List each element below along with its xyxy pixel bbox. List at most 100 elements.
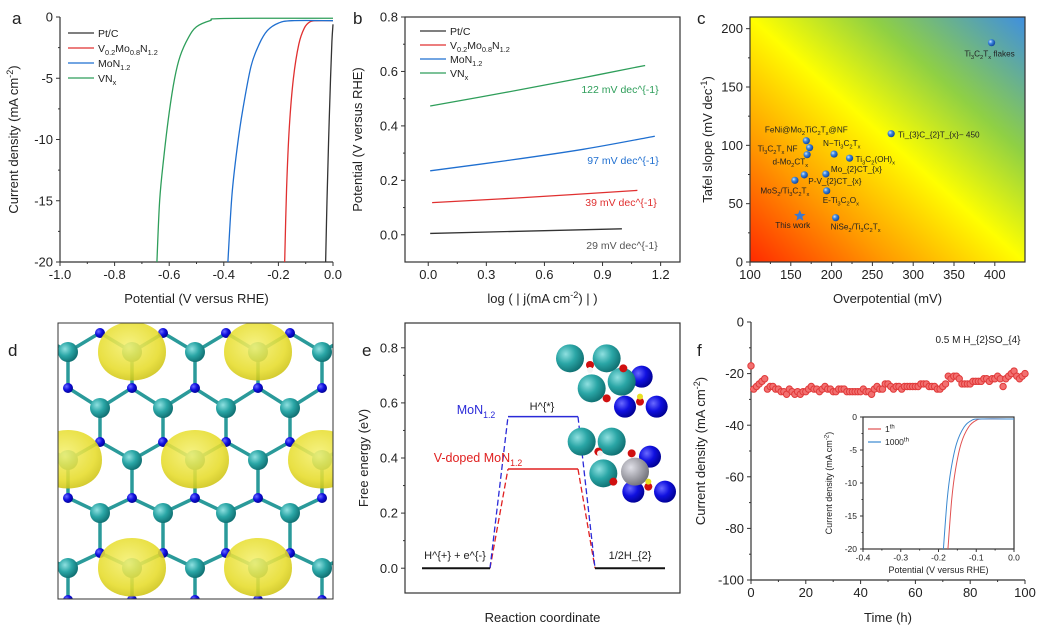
atom	[614, 395, 636, 418]
transition-dashed-line	[577, 416, 596, 569]
charge-density-isosurface	[98, 323, 166, 381]
atom	[597, 450, 603, 457]
x-axis-label: Overpotential (mV)	[833, 291, 942, 306]
y-tick-label: 0	[737, 315, 744, 330]
y-tick-label: 200	[721, 21, 743, 36]
y-axis-label: Current density (mA cm-2)	[692, 377, 708, 525]
axes-f-inset: -0.4 -0.3 -0.2 -0.1 0.0 -20 -15 -10 -5 0 Potential…	[823, 412, 1020, 575]
data-point-label: This work	[775, 221, 811, 230]
tafel-slope-label: 97 mV dec^{-1}	[587, 155, 659, 167]
scatter-group-c: Ti3C2Tx flakes Ti_{3}C_{2}T_{x}− 450 FeNi@…	[758, 39, 1015, 234]
data-point	[999, 382, 1007, 391]
series-line	[430, 228, 622, 235]
y-tick-label: 0	[852, 412, 857, 422]
panel-label-d: d	[8, 341, 17, 360]
x-tick-label: 200	[821, 267, 843, 282]
tafel-slope-label: 122 mV dec^{-1}	[581, 84, 659, 96]
y-tick-label: 0.2	[380, 506, 398, 521]
nitrogen-atom	[190, 595, 200, 599]
y-tick-label: 0	[736, 255, 743, 270]
data-point	[803, 151, 811, 159]
nitrogen-atom	[127, 383, 137, 393]
y-axis-label: Current density (mA cm-2)	[823, 432, 834, 535]
series-line	[942, 418, 1015, 550]
plot-frame	[404, 16, 681, 263]
y-tick-label: 0.4	[380, 451, 398, 466]
atom	[556, 344, 584, 373]
series-label: MoN1.2	[457, 403, 496, 420]
nitrogen-atom	[317, 493, 327, 503]
series-line	[432, 189, 638, 204]
nitrogen-atom	[32, 437, 42, 447]
nitrogen-atom	[348, 548, 358, 558]
data-point	[887, 130, 895, 138]
y-tick-label: 50	[729, 196, 743, 211]
nitrogen-atom	[190, 493, 200, 503]
tafel-slope-label: 39 mV dec^{-1}	[585, 197, 657, 209]
metal-atom	[90, 503, 110, 523]
y-tick-label: 150	[721, 80, 743, 95]
charge-density-isosurface	[98, 538, 166, 597]
x-tick-label: 150	[780, 267, 802, 282]
metal-atom	[153, 503, 173, 523]
nitrogen-atom	[127, 493, 137, 503]
data-point	[823, 187, 831, 195]
legend-label: Pt/C	[98, 28, 119, 40]
legend-label: V0.2Mo0.8N1.2	[98, 43, 158, 57]
x-tick-label: -0.4	[856, 553, 871, 563]
y-axis-label: Free energy (eV)	[356, 409, 371, 507]
x-tick-label: -0.1	[969, 553, 984, 563]
data-point	[832, 214, 840, 222]
data-point	[747, 362, 755, 370]
x-tick-label: 0.0	[1008, 553, 1020, 563]
data-point	[987, 39, 996, 47]
metal-atom	[216, 503, 236, 523]
series-line	[156, 17, 334, 263]
legend-label: MoN1.2	[450, 54, 482, 68]
data-point	[761, 375, 769, 383]
x-tick-label: 300	[902, 267, 924, 282]
panel-label-a: a	[12, 9, 22, 28]
series-group-b: Pt/C 29 mV dec^{-1} V0.2Mo0.8N1.2 39 mV dec…	[420, 26, 659, 252]
atom	[592, 344, 621, 373]
data-point-label: Ti_{3}C_{2}T_{x}− 450	[898, 131, 980, 140]
plot-frame	[749, 16, 1026, 263]
data-point-star	[794, 209, 806, 221]
data-point-label: Ti3C2Tx NF	[758, 145, 798, 156]
atom	[586, 361, 594, 369]
metal-atom	[280, 503, 300, 523]
data-point-label: N−Ti3C2Tx	[823, 139, 861, 150]
data-point-label: Ti3C2(OH)x	[856, 155, 896, 166]
metal-atom	[185, 558, 205, 578]
data-point	[941, 380, 950, 388]
nitrogen-atom	[32, 548, 42, 558]
y-axis-label: Tafel slope (mV dec-1)	[699, 76, 715, 203]
nitrogen-atom	[32, 328, 42, 338]
inset-series: 1th 1000th	[868, 418, 1015, 550]
legend-label: V0.2Mo0.8N1.2	[450, 40, 510, 54]
data-point	[845, 154, 854, 162]
nitrogen-atom	[348, 328, 358, 338]
y-tick-label: -100	[718, 573, 744, 588]
metal-atom	[185, 342, 205, 362]
structure-frame	[57, 322, 334, 600]
metal-atom	[122, 450, 142, 470]
nitrogen-atom	[63, 595, 73, 599]
data-point	[791, 176, 799, 184]
data-point	[822, 170, 830, 178]
charge-density-structure	[32, 323, 358, 599]
axes-e: 0.0 0.2 0.4 0.6 0.8 Reaction coordinate Free e…	[356, 322, 681, 625]
charge-density-isosurface	[58, 430, 102, 489]
series-line	[430, 64, 646, 107]
nitrogen-atom	[63, 383, 73, 393]
y-tick-label: -5	[41, 71, 53, 86]
data-point-label: MoS2/Ti3C2Tx	[760, 186, 809, 197]
y-tick-label: 0.0	[380, 227, 398, 242]
atom	[577, 374, 606, 403]
transition-dashed-line	[489, 416, 509, 569]
metal-atom	[280, 398, 300, 418]
y-tick-label: 100	[721, 138, 743, 153]
